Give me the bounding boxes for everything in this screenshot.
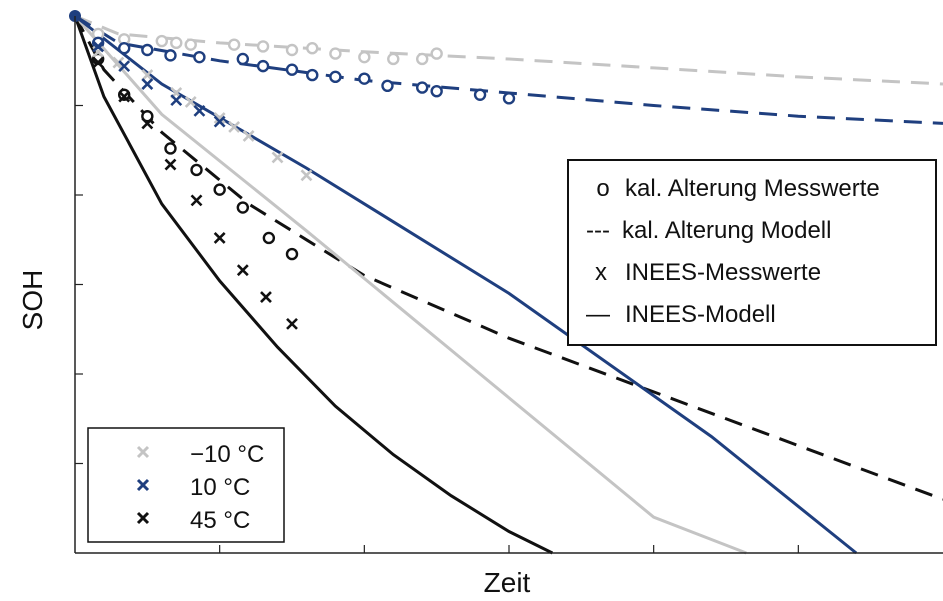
kal-meas-neg10-point-7 [285, 43, 299, 57]
inees-meas-pos45-point-3 [164, 158, 177, 171]
y-axis-label: SOH [17, 270, 48, 331]
kal-meas-neg10-point-13 [430, 47, 443, 60]
kal-meas-pos10-point-4 [193, 50, 206, 64]
kal-meas-neg10-point-10 [358, 50, 371, 64]
series-layer [69, 10, 943, 555]
inees-model-pos10-line [74, 14, 858, 555]
inees-meas-neg10-point-2 [141, 69, 154, 81]
kal-meas-pos10-point-9 [329, 70, 342, 84]
inees-meas-pos10-point-3 [170, 94, 183, 107]
kal-meas-neg10-point-8 [306, 42, 319, 55]
temperature-legend-label-pos45: 45 °C [190, 507, 250, 534]
style-legend-label-kal-messwerte: kal. Alterung Messwerte [625, 175, 880, 202]
kal-meas-neg10-point-4 [184, 38, 197, 51]
style-legend-label-inees-messwerte: INEES-Messwerte [625, 259, 821, 286]
kal-meas-pos10-point-5 [236, 52, 250, 66]
kal-meas-pos45-point-7 [262, 231, 276, 245]
inees-meas-pos10-point-2 [141, 78, 154, 90]
kal-meas-neg10-point-5 [227, 38, 241, 51]
temperature-legend-marker-0 [136, 445, 150, 459]
inees-meas-neg10-point-8 [271, 151, 284, 164]
kal-meas-neg10-point-11 [387, 52, 400, 66]
style-legend-label-kal-modell: kal. Alterung Modell [622, 217, 831, 244]
inees-meas-neg10-point-4 [184, 96, 197, 108]
temperature-legend-label-pos10: 10 °C [190, 474, 250, 501]
kal-meas-pos45-point-5 [213, 183, 226, 196]
kal-meas-pos45-point-6 [236, 201, 250, 214]
kal-meas-pos45-point-4 [190, 163, 203, 177]
kal-meas-neg10-point-2 [155, 34, 169, 48]
kal-meas-pos10-point-3 [164, 49, 177, 62]
kal-meas-pos10-point-12 [416, 81, 429, 94]
style-legend-glyph-cross: x [595, 259, 607, 286]
inees-meas-pos45-point-4 [190, 194, 203, 207]
temperature-legend-marker-1 [136, 478, 150, 492]
kal-meas-neg10-point-9 [329, 47, 342, 60]
kal-meas-pos45-point-3 [164, 142, 177, 155]
kal-model-pos10-line [74, 14, 943, 125]
style-legend-glyph-dashed: --- [586, 217, 610, 244]
temperature-legend-markers [136, 445, 150, 525]
kal-meas-pos10-point-13 [430, 84, 443, 98]
inees-meas-pos10-point-0 [92, 40, 105, 53]
temperature-legend: −10 °C 10 °C 45 °C [87, 427, 285, 543]
inees-meas-neg10-point-7 [242, 130, 255, 142]
temperature-legend-box [87, 427, 285, 543]
x-axis-label: Zeit [484, 567, 531, 598]
kal-model-pos45-line [73, 15, 943, 501]
kal-model-neg10-line [74, 14, 943, 86]
kal-meas-pos10-point-6 [256, 59, 270, 73]
inees-meas-pos45-point-5 [213, 232, 226, 244]
kal-meas-pos10-point-7 [285, 63, 299, 76]
kal-meas-pos10-point-1 [117, 42, 131, 55]
inees-meas-pos45-point-0 [92, 56, 105, 69]
inees-meas-pos10-point-1 [118, 60, 131, 73]
inees-model-neg10-line [73, 15, 747, 555]
kal-meas-pos10-point-14 [473, 88, 487, 101]
kal-meas-pos10-point-11 [381, 79, 394, 93]
inees-meas-pos45-point-7 [260, 291, 272, 303]
inees-meas-pos45-point-8 [286, 317, 298, 330]
style-legend-glyph-solid: — [586, 301, 610, 328]
inees-meas-pos45-point-2 [141, 117, 154, 130]
kal-meas-neg10-point-3 [170, 36, 183, 50]
inees-meas-pos10-point-5 [213, 115, 226, 128]
style-legend-glyph-circle: o [596, 175, 609, 202]
kal-meas-pos10-point-10 [358, 72, 371, 85]
kal-meas-neg10-point-12 [416, 52, 429, 66]
inees-model-pos45-line [73, 15, 554, 555]
style-legend-box [567, 159, 937, 346]
temperature-legend-label-neg10: −10 °C [190, 441, 264, 468]
inees-meas-pos10-point-4 [193, 104, 206, 117]
kal-meas-pos10-point-2 [141, 43, 154, 57]
kal-meas-pos45-point-8 [285, 247, 299, 261]
kal-meas-neg10-point-6 [256, 40, 270, 53]
kal-meas-pos10-point-8 [306, 68, 319, 82]
inees-meas-pos45-point-1 [118, 90, 131, 103]
inees-meas-pos45-point-6 [236, 264, 249, 277]
inees-meas-neg10-point-1 [112, 56, 125, 69]
kal-meas-pos45-point-2 [141, 110, 154, 123]
ticks-layer [75, 104, 799, 553]
kal-meas-pos10-point-15 [502, 92, 516, 105]
temperature-legend-marker-2 [136, 511, 150, 525]
inees-meas-neg10-point-5 [213, 112, 226, 124]
inees-meas-neg10-point-6 [228, 121, 241, 133]
style-legend-label-inees-modell: INEES-Modell [625, 301, 776, 328]
inees-meas-neg10-point-9 [300, 169, 313, 182]
style-legend: o kal. Alterung Messwerte --- kal. Alter… [567, 159, 937, 346]
